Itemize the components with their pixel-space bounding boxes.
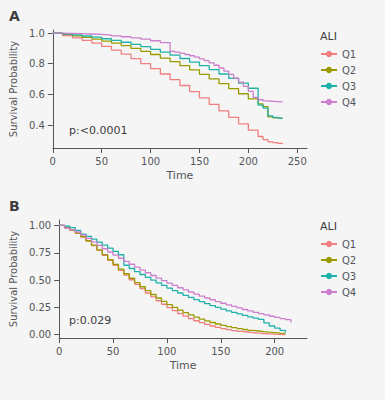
svg-text:Time: Time (169, 359, 197, 372)
svg-text:1.0: 1.0 (29, 28, 45, 39)
svg-text:ALI: ALI (320, 30, 337, 43)
svg-text:ALI: ALI (320, 220, 337, 233)
svg-text:0.50: 0.50 (29, 275, 51, 286)
svg-text:0: 0 (50, 156, 56, 167)
svg-text:0: 0 (56, 346, 62, 357)
svg-text:Q3: Q3 (342, 81, 356, 92)
svg-text:100: 100 (141, 156, 160, 167)
svg-text:Q3: Q3 (342, 271, 356, 282)
svg-text:200: 200 (265, 346, 284, 357)
svg-text:p:0.029: p:0.029 (69, 314, 111, 327)
svg-text:150: 150 (190, 156, 209, 167)
svg-text:0.8: 0.8 (29, 58, 45, 69)
svg-text:1.00: 1.00 (29, 220, 51, 231)
svg-text:0.6: 0.6 (29, 89, 45, 100)
svg-text:50: 50 (107, 346, 120, 357)
svg-text:0.4: 0.4 (29, 120, 45, 131)
svg-text:p:<0.0001: p:<0.0001 (69, 124, 127, 137)
svg-text:Q2: Q2 (342, 65, 356, 76)
svg-text:250: 250 (288, 156, 307, 167)
svg-text:Q4: Q4 (342, 97, 356, 108)
svg-text:50: 50 (95, 156, 108, 167)
svg-text:A: A (9, 8, 20, 24)
svg-text:Survival Probability: Survival Probability (8, 41, 19, 137)
svg-text:0.25: 0.25 (29, 302, 51, 313)
svg-text:0.00: 0.00 (29, 329, 51, 340)
svg-text:Q1: Q1 (342, 239, 356, 250)
svg-text:100: 100 (157, 346, 176, 357)
svg-text:Q1: Q1 (342, 49, 356, 60)
svg-text:150: 150 (211, 346, 230, 357)
svg-text:Survival Probability: Survival Probability (8, 231, 19, 327)
svg-text:Q4: Q4 (342, 287, 356, 298)
svg-text:0.75: 0.75 (29, 247, 51, 258)
svg-text:Time: Time (165, 169, 193, 182)
svg-text:Q2: Q2 (342, 255, 356, 266)
svg-text:B: B (9, 198, 20, 214)
svg-text:200: 200 (239, 156, 258, 167)
